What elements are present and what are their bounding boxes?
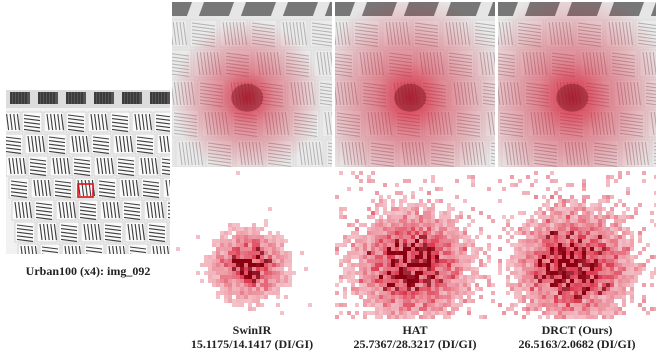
- hat-name: HAT: [402, 323, 428, 337]
- swinir-metrics: 15.1175/14.1417 (DI/GI): [190, 337, 314, 351]
- hat-heatmap: [335, 171, 495, 319]
- drct-name: DRCT (Ours): [541, 323, 613, 337]
- hat-attribution-map: [335, 2, 495, 167]
- hat-caption: HAT 25.7367/28.3217 (DI/GI): [335, 323, 495, 351]
- drct-attribution-map: [498, 2, 656, 167]
- hat-metrics: 25.7367/28.3217 (DI/GI): [353, 337, 477, 351]
- swinir-caption: SwinIR 15.1175/14.1417 (DI/GI): [172, 323, 332, 351]
- swinir-name: SwinIR: [232, 323, 272, 337]
- drct-metrics: 26.5163/2.0682 (DI/GI): [518, 337, 636, 351]
- source-caption: Urban100 (x4): img_092: [25, 264, 151, 278]
- swinir-heatmap: [172, 171, 332, 319]
- drct-heatmap: [498, 171, 656, 319]
- source-image: [6, 90, 170, 254]
- drct-caption: DRCT (Ours) 26.5163/2.0682 (DI/GI): [498, 323, 656, 351]
- swinir-attribution-map: [172, 2, 332, 167]
